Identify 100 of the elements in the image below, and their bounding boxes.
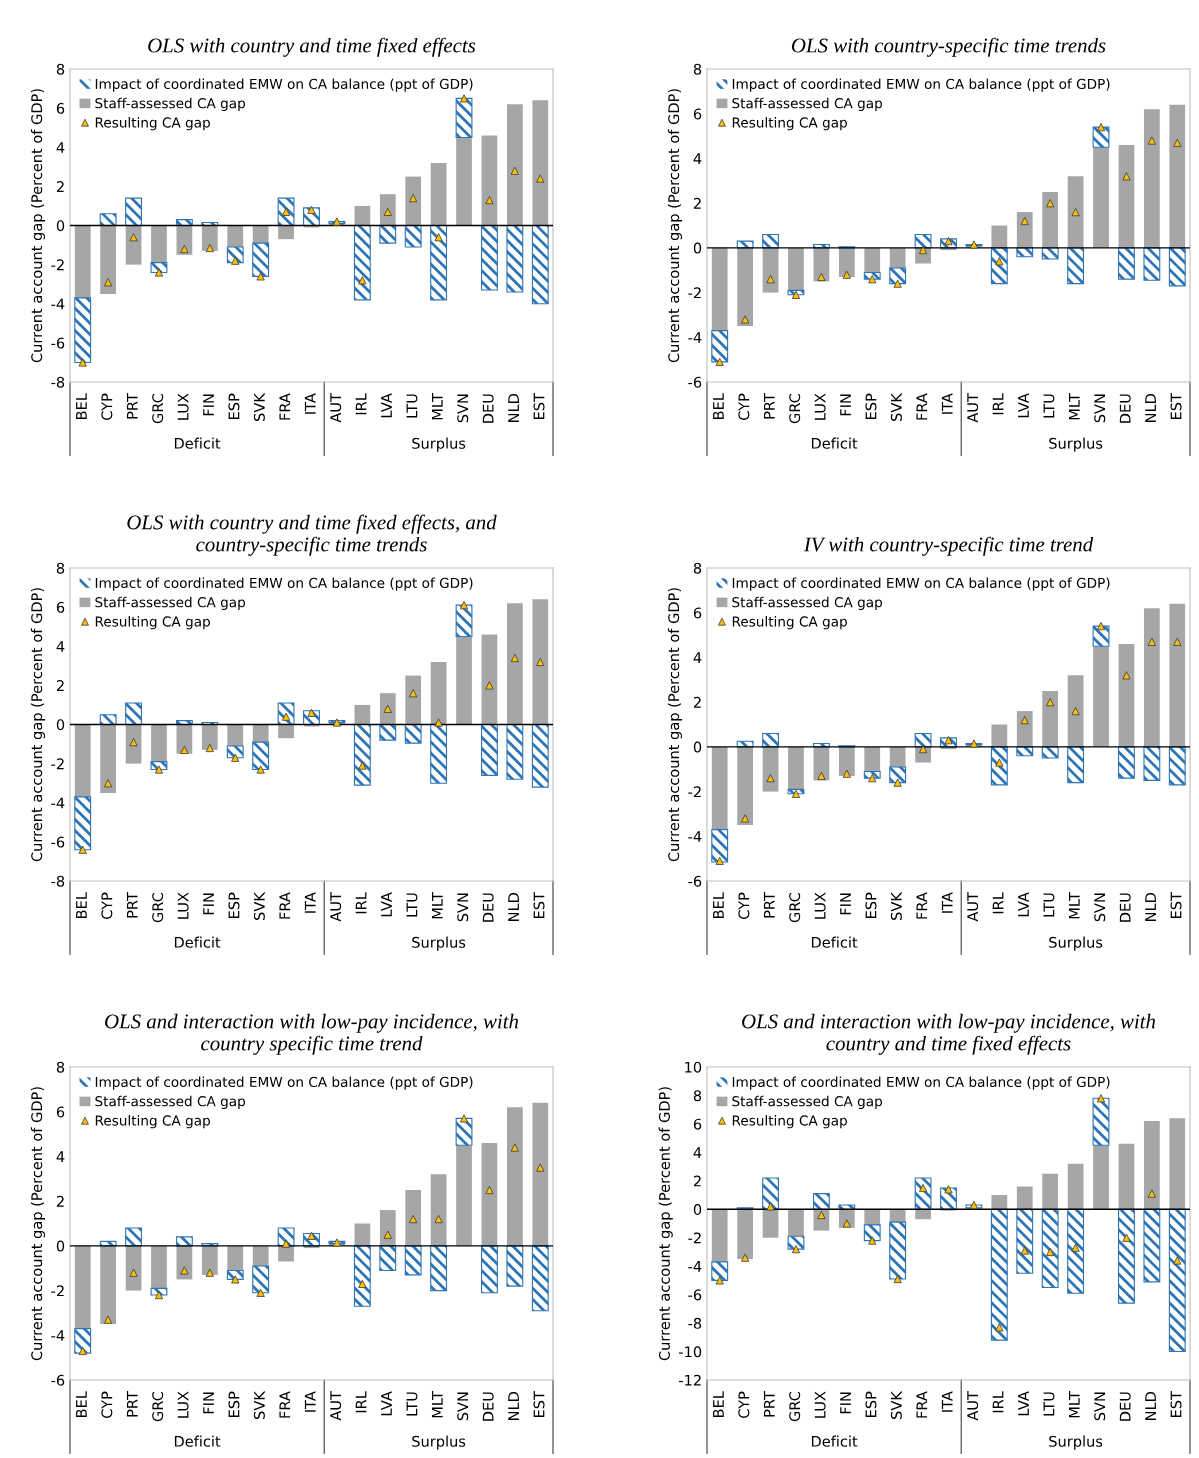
x-tick-label: IRL (355, 892, 367, 914)
x-tick-label: ITA (941, 892, 953, 913)
x-tick-label: DEU (1119, 1392, 1131, 1421)
chart-title: OLS with country-specific time trends (791, 37, 1106, 57)
y-tick-label: 8 (693, 1090, 702, 1102)
y-tick-label: 6 (693, 607, 702, 619)
x-tick-label: LVA (381, 892, 392, 917)
x-tick-label: ESP (865, 1391, 877, 1417)
y-tick-label: 2 (56, 1195, 64, 1207)
x-tick-label: IRL (355, 1391, 367, 1413)
x-tick-label: ITA (304, 1391, 316, 1412)
x-tick-label: PRT (126, 1391, 138, 1417)
x-tick-label: LVA (381, 1391, 392, 1416)
legend-label: Impact of coordinated EMW on CA balance (ppt of GDP) (95, 1076, 473, 1090)
x-tick-label: EST (533, 1391, 545, 1418)
x-tick-label: DEU (482, 893, 494, 922)
y-tick-label: -10 (679, 1346, 702, 1358)
x-tick-label: MLT (432, 892, 443, 919)
text: Deficit (174, 437, 221, 449)
x-tick-label: NLD (508, 393, 519, 422)
y-tick-label: 8 (693, 562, 702, 574)
x-tick-label: LVA (1018, 1391, 1029, 1416)
x-tick-label: BEL (76, 1391, 87, 1418)
x-tick-label: IRL (992, 393, 1004, 415)
x-tick-label: GRC (152, 393, 164, 424)
y-tick-label: -6 (688, 875, 702, 887)
x-tick-label: PRT (763, 892, 775, 918)
x-tick-label: AUT (330, 1391, 342, 1421)
x-tick-label: AUT (330, 393, 342, 423)
x-tick-label: SVN (1094, 893, 1106, 922)
legend-label: Resulting CA gap (95, 616, 210, 630)
x-tick-label: SVN (1094, 1392, 1106, 1421)
x-tick-label: CYP (738, 892, 750, 919)
text: Deficit (811, 437, 858, 449)
x-tick-label: EST (1170, 1391, 1182, 1418)
x-tick-label: NLD (508, 1391, 519, 1420)
y-axis-title: Current account gap (Percent of GDP) (30, 89, 46, 363)
x-tick-label: LVA (381, 393, 392, 418)
y-tick-label: 0 (56, 220, 65, 232)
x-tick-label: BEL (76, 892, 87, 919)
x-tick-label: CYP (101, 393, 113, 420)
x-tick-label: EST (1170, 892, 1182, 919)
y-tick-label: -2 (51, 758, 64, 770)
x-tick-label: PRT (763, 1391, 775, 1417)
y-axis-title: Current account gap (Percent of GDP) (30, 588, 46, 862)
y-tick-label: 2 (693, 696, 701, 708)
y-tick-label: 4 (56, 1151, 65, 1162)
legend-label: Resulting CA gap (95, 1115, 210, 1129)
x-tick-label: BEL (713, 393, 724, 420)
text: Surplus (1049, 936, 1103, 951)
x-tick-label: EST (533, 393, 545, 420)
x-tick-label: AUT (967, 892, 979, 922)
y-tick-label: 4 (56, 641, 65, 652)
y-tick-label: -4 (51, 1330, 65, 1341)
x-tick-label: DEU (1119, 394, 1131, 423)
x-tick-label: CYP (101, 892, 113, 919)
legend-label: Staff-assessed CA gap (732, 1095, 882, 1109)
y-tick-label: -4 (688, 332, 702, 343)
x-tick-label: ESP (228, 892, 240, 918)
y-tick-label: -6 (51, 836, 65, 848)
y-tick-label: 4 (56, 142, 65, 153)
legend-label: Impact of coordinated EMW on CA balance (ppt of GDP) (95, 78, 473, 92)
x-tick-label: CYP (738, 393, 750, 420)
y-tick-label: 8 (56, 1061, 65, 1073)
y-tick-label: 6 (56, 1106, 65, 1118)
text: Surplus (1049, 1435, 1103, 1450)
x-tick-label: FRA (916, 1391, 928, 1418)
x-tick-label: SVK (890, 1390, 902, 1419)
legend-label: Staff-assessed CA gap (732, 97, 882, 111)
x-tick-label: IRL (992, 892, 1004, 914)
x-tick-label: BEL (713, 892, 724, 919)
text: Deficit (811, 936, 858, 948)
legend-label: Resulting CA gap (732, 616, 847, 630)
text: Deficit (174, 936, 221, 948)
x-tick-label: GRC (789, 892, 801, 923)
y-axis-title: Current account gap (Percent of GDP) (658, 1087, 673, 1361)
x-tick-label: SVN (457, 394, 469, 423)
x-tick-label: FRA (279, 393, 291, 420)
legend-label: Staff-assessed CA gap (95, 97, 245, 111)
x-tick-label: GRC (789, 393, 801, 424)
y-tick-label: 6 (693, 108, 702, 120)
x-tick-label: SVK (253, 1390, 265, 1419)
y-tick-label: 6 (56, 102, 65, 114)
x-tick-label: IRL (992, 1391, 1004, 1413)
x-tick-label: BEL (713, 1391, 724, 1418)
x-tick-label: SVN (457, 1392, 469, 1421)
y-tick-label: -8 (51, 376, 65, 388)
x-tick-label: FIN (203, 394, 214, 416)
x-tick-label: FRA (279, 1391, 291, 1418)
x-tick-label: MLT (1069, 393, 1080, 420)
text: Surplus (412, 1435, 466, 1450)
x-tick-label: MLT (432, 393, 443, 420)
x-tick-label: SVK (890, 392, 902, 421)
y-tick-label: -4 (688, 1261, 702, 1272)
x-tick-label: AUT (967, 393, 979, 423)
y-tick-label: -4 (51, 797, 65, 809)
x-tick-label: EST (1170, 393, 1182, 420)
legend-label: Staff-assessed CA gap (95, 596, 245, 610)
y-tick-label: -6 (51, 1374, 65, 1386)
legend-label: Resulting CA gap (95, 117, 210, 131)
